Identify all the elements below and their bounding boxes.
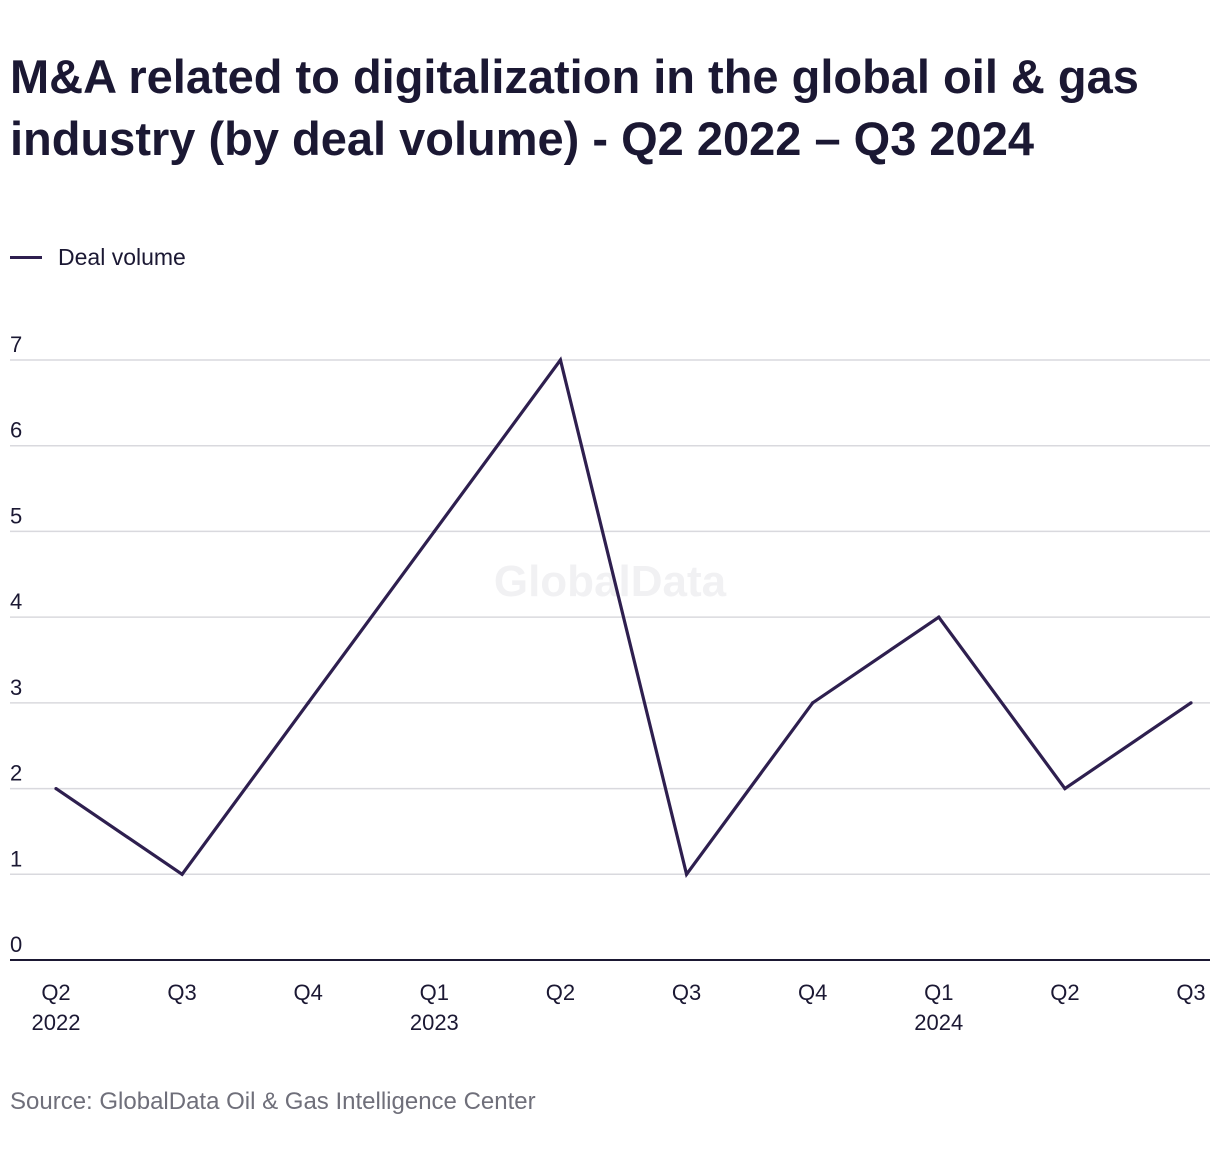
x-tick-label: Q4 [294, 980, 323, 1005]
x-tick-label: Q2 [1050, 980, 1079, 1005]
x-tick-label: Q4 [798, 980, 827, 1005]
x-tick-label: Q1 [420, 980, 449, 1005]
data-point [54, 786, 58, 791]
y-tick-label: 6 [10, 418, 22, 443]
y-tick-label: 3 [10, 675, 22, 700]
x-tick-year-label: 2022 [32, 1010, 81, 1035]
x-tick-label: Q2 [41, 980, 70, 1005]
y-tick-label: 2 [10, 761, 22, 786]
data-point [811, 701, 815, 705]
y-tick-label: 4 [10, 589, 22, 614]
data-point [937, 615, 941, 619]
y-tick-label: 1 [10, 846, 22, 871]
source-note: Source: GlobalData Oil & Gas Intelligenc… [10, 1088, 536, 1115]
y-tick-label: 5 [10, 503, 22, 528]
data-point [306, 701, 310, 705]
data-point [180, 872, 184, 876]
data-point [432, 529, 436, 534]
y-tick-label: 7 [10, 332, 22, 357]
x-tick-year-label: 2023 [410, 1010, 459, 1035]
data-point [1189, 701, 1193, 705]
x-tick-label: Q3 [672, 980, 701, 1005]
data-point [1063, 786, 1067, 791]
x-tick-label: Q3 [1176, 980, 1205, 1005]
x-tick-year-label: 2024 [914, 1010, 963, 1035]
x-tick-label: Q1 [924, 980, 953, 1005]
legend: Deal volume [10, 243, 186, 271]
data-point [558, 358, 563, 362]
legend-label-deal-volume: Deal volume [58, 243, 186, 270]
x-tick-label: Q3 [167, 980, 196, 1005]
x-tick-label: Q2 [546, 980, 575, 1005]
chart-title: M&A related to digitalization in the glo… [10, 50, 1139, 165]
legend-swatch-deal-volume [10, 255, 42, 259]
data-point [684, 872, 689, 876]
y-tick-label: 0 [10, 932, 22, 957]
series-line-deal-volume [55, 356, 1192, 878]
